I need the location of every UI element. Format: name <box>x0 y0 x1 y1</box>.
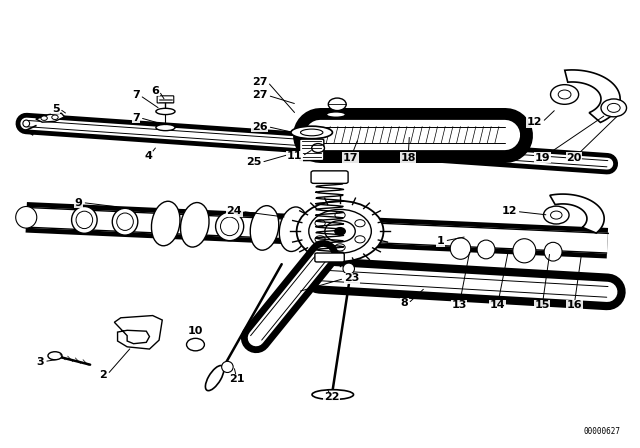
Text: 5: 5 <box>52 104 60 114</box>
Ellipse shape <box>156 108 175 115</box>
FancyBboxPatch shape <box>311 171 348 183</box>
Ellipse shape <box>221 217 239 236</box>
Circle shape <box>325 221 355 242</box>
Ellipse shape <box>291 126 332 139</box>
Text: 7: 7 <box>132 90 140 100</box>
Circle shape <box>335 211 345 219</box>
Text: 17: 17 <box>343 153 358 163</box>
Ellipse shape <box>156 125 175 131</box>
Polygon shape <box>550 194 604 233</box>
Circle shape <box>550 85 579 104</box>
Circle shape <box>550 211 562 219</box>
Ellipse shape <box>312 390 353 400</box>
Text: 21: 21 <box>229 375 244 384</box>
Ellipse shape <box>16 207 36 228</box>
Ellipse shape <box>250 206 279 250</box>
Ellipse shape <box>513 239 536 263</box>
Ellipse shape <box>326 112 346 117</box>
Circle shape <box>328 98 346 111</box>
Polygon shape <box>36 113 65 122</box>
Ellipse shape <box>221 362 233 372</box>
Ellipse shape <box>116 213 133 230</box>
Text: 23: 23 <box>344 273 360 284</box>
Circle shape <box>186 338 204 351</box>
Text: 26: 26 <box>252 122 268 132</box>
Text: 8: 8 <box>401 298 408 309</box>
Circle shape <box>52 115 58 120</box>
Text: 27: 27 <box>252 90 268 100</box>
Circle shape <box>355 220 365 227</box>
Ellipse shape <box>544 242 562 261</box>
Ellipse shape <box>152 201 180 246</box>
Ellipse shape <box>112 208 138 235</box>
Ellipse shape <box>72 207 97 233</box>
Ellipse shape <box>279 207 308 251</box>
Text: 27: 27 <box>252 77 268 87</box>
FancyBboxPatch shape <box>300 139 324 160</box>
Circle shape <box>355 236 365 243</box>
Text: 6: 6 <box>151 86 159 96</box>
Ellipse shape <box>301 129 323 136</box>
Circle shape <box>335 244 345 251</box>
Ellipse shape <box>451 238 470 259</box>
Text: 18: 18 <box>401 153 416 163</box>
Text: 9: 9 <box>75 198 83 207</box>
Text: 19: 19 <box>534 153 550 163</box>
Text: 24: 24 <box>227 207 242 216</box>
Circle shape <box>312 144 324 152</box>
Ellipse shape <box>343 263 355 274</box>
Text: 2: 2 <box>100 370 108 379</box>
Ellipse shape <box>180 202 209 247</box>
Circle shape <box>543 206 569 224</box>
Text: 20: 20 <box>566 153 582 163</box>
Text: 1: 1 <box>436 236 445 246</box>
Ellipse shape <box>48 352 62 360</box>
Circle shape <box>315 236 325 243</box>
Ellipse shape <box>23 120 29 127</box>
Circle shape <box>607 103 620 112</box>
Text: 15: 15 <box>534 300 550 310</box>
Text: 14: 14 <box>490 300 506 310</box>
Text: 7: 7 <box>132 113 140 123</box>
Text: 25: 25 <box>246 157 261 168</box>
Ellipse shape <box>216 212 244 241</box>
Circle shape <box>315 220 325 227</box>
Circle shape <box>296 201 383 262</box>
FancyBboxPatch shape <box>315 253 344 262</box>
Text: 10: 10 <box>188 326 203 336</box>
Text: 4: 4 <box>145 151 153 161</box>
Text: 12: 12 <box>527 117 542 127</box>
Circle shape <box>335 228 345 235</box>
Text: 00000627: 00000627 <box>583 427 620 436</box>
Circle shape <box>601 99 627 117</box>
Text: 3: 3 <box>36 357 44 366</box>
Polygon shape <box>115 315 163 349</box>
Polygon shape <box>564 70 620 122</box>
Text: 12: 12 <box>501 207 516 216</box>
Circle shape <box>558 90 571 99</box>
Ellipse shape <box>477 240 495 259</box>
Ellipse shape <box>205 366 224 391</box>
Text: 11: 11 <box>287 151 302 161</box>
Circle shape <box>308 209 371 253</box>
Ellipse shape <box>76 211 93 228</box>
Circle shape <box>41 116 47 121</box>
Text: 16: 16 <box>566 300 582 310</box>
Text: 13: 13 <box>452 300 467 310</box>
FancyBboxPatch shape <box>157 96 173 103</box>
Text: 22: 22 <box>324 392 339 402</box>
